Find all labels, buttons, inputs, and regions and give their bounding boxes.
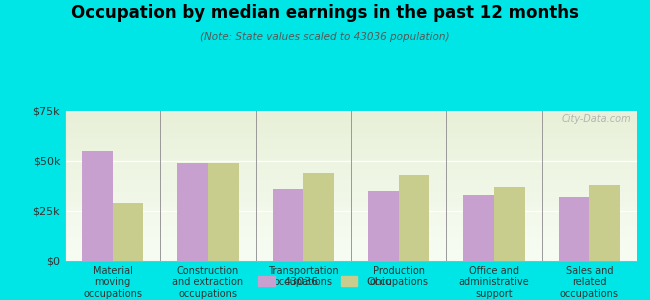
Bar <box>463 195 494 261</box>
Bar <box>590 185 620 261</box>
Bar <box>273 189 304 261</box>
Bar <box>208 163 239 261</box>
Legend: 43036, Ohio: 43036, Ohio <box>254 272 396 291</box>
Text: Occupation by median earnings in the past 12 months: Occupation by median earnings in the pas… <box>71 4 579 22</box>
Text: City-Data.com: City-Data.com <box>562 114 631 124</box>
Bar <box>559 197 590 261</box>
Bar <box>494 187 525 261</box>
Bar <box>112 203 143 261</box>
Bar <box>368 191 398 261</box>
Text: (Note: State values scaled to 43036 population): (Note: State values scaled to 43036 popu… <box>200 32 450 41</box>
Bar <box>304 173 334 261</box>
Bar <box>177 163 208 261</box>
Bar <box>398 175 429 261</box>
Bar <box>82 151 112 261</box>
